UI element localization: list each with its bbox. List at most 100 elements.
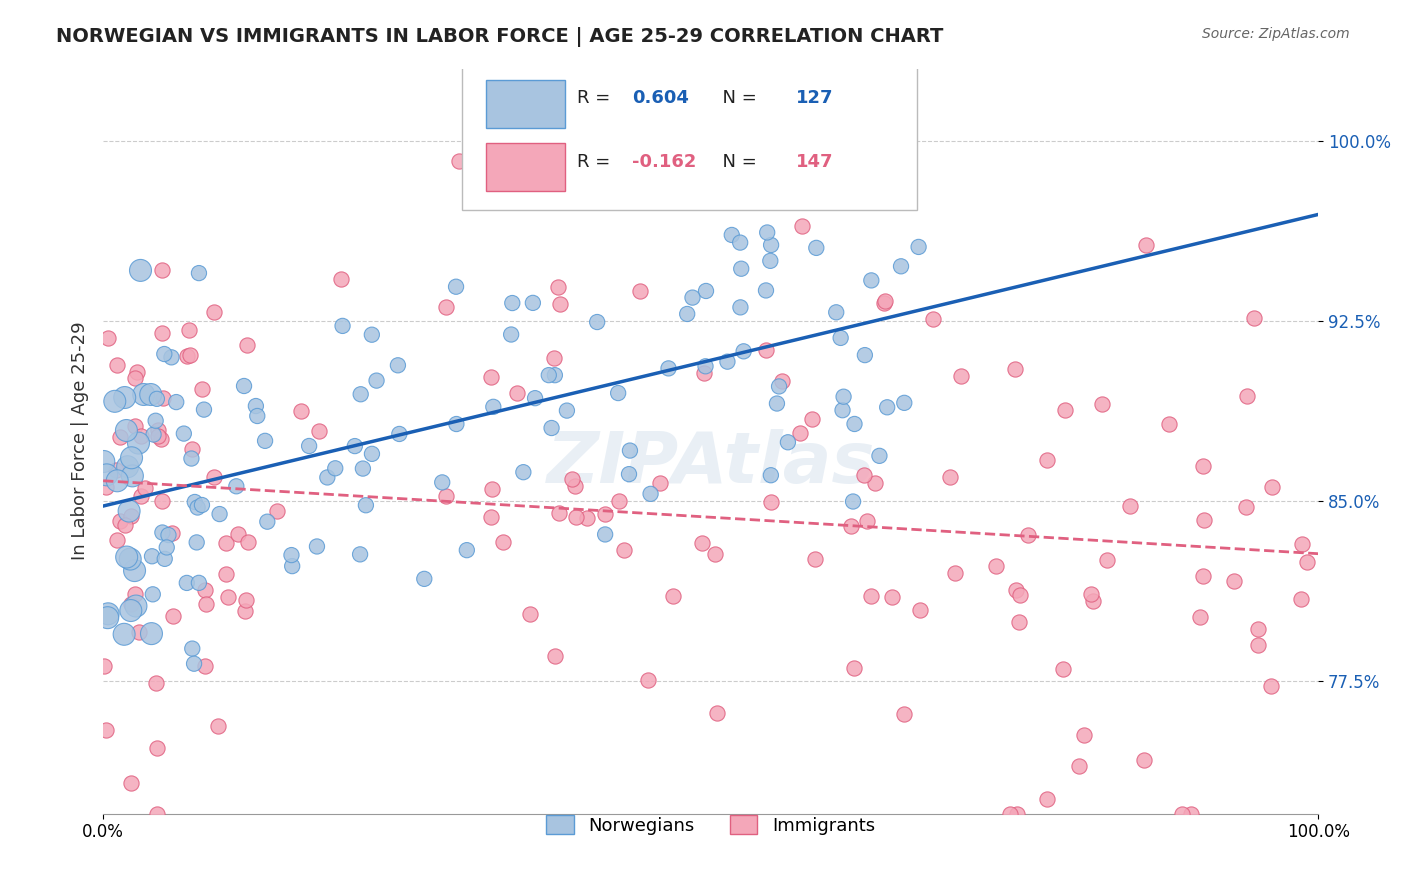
Immigrants [1133,753,1156,767]
Immigrants [145,676,167,690]
Immigrants [939,470,962,484]
Immigrants [194,582,217,597]
Immigrants [792,219,814,234]
Norwegians [413,572,436,586]
Norwegians [184,495,207,509]
Norwegians [756,226,779,240]
Text: -0.162: -0.162 [631,153,696,170]
Immigrants [637,673,659,687]
Immigrants [561,471,583,485]
Norwegians [208,507,231,521]
Norwegians [193,402,215,417]
Norwegians [120,603,142,617]
Norwegians [245,399,267,413]
Immigrants [1171,806,1194,821]
Text: 127: 127 [796,89,834,107]
Immigrants [844,661,866,675]
Norwegians [146,392,169,406]
Immigrants [110,514,132,528]
Immigrants [162,609,184,624]
Norwegians [139,387,162,401]
Norwegians [361,447,384,461]
Norwegians [716,354,738,368]
Immigrants [880,591,903,605]
Norwegians [593,527,616,541]
Norwegians [657,361,679,376]
Norwegians [876,401,898,415]
Immigrants [1234,500,1257,514]
Immigrants [1159,417,1181,431]
Immigrants [564,479,586,493]
Immigrants [910,603,932,617]
Immigrants [613,543,636,558]
Norwegians [619,443,641,458]
Norwegians [114,391,136,405]
Norwegians [157,528,180,542]
Immigrants [330,271,353,285]
FancyBboxPatch shape [461,65,917,211]
Immigrants [1017,528,1039,542]
Norwegians [256,515,278,529]
Norwegians [868,449,890,463]
Immigrants [1008,588,1031,602]
Immigrants [1080,587,1102,601]
Norwegians [96,467,118,482]
Norwegians [93,454,115,468]
Norwegians [160,351,183,365]
Immigrants [202,304,225,318]
Immigrants [1081,593,1104,607]
Norwegians [366,374,388,388]
Immigrants [703,547,725,561]
Immigrants [149,432,172,446]
Immigrants [1223,574,1246,588]
Immigrants [449,153,471,168]
Immigrants [543,351,565,365]
Immigrants [607,493,630,508]
Immigrants [114,517,136,532]
Norwegians [695,359,717,374]
Norwegians [813,166,835,180]
Immigrants [105,463,128,477]
Immigrants [217,591,239,605]
Norwegians [676,307,699,321]
Immigrants [1069,759,1091,773]
Immigrants [998,806,1021,821]
Norwegians [343,439,366,453]
Immigrants [1291,537,1313,551]
Immigrants [873,295,896,310]
Norwegians [104,394,127,409]
Norwegians [776,435,799,450]
Norwegians [352,461,374,475]
Immigrants [194,658,217,673]
Norwegians [142,587,165,601]
Immigrants [124,418,146,433]
Immigrants [550,297,572,311]
FancyBboxPatch shape [486,79,565,128]
Immigrants [148,428,170,442]
Immigrants [434,489,457,503]
Immigrants [1247,638,1270,652]
Norwegians [115,424,138,438]
Immigrants [120,597,142,611]
Immigrants [120,776,142,790]
Immigrants [1260,679,1282,693]
Text: ZIPAtlas: ZIPAtlas [547,429,875,498]
Norwegians [298,439,321,453]
Immigrants [176,349,198,363]
Norwegians [607,386,630,401]
Immigrants [950,368,973,383]
Norwegians [153,347,176,361]
Norwegians [121,469,143,483]
Norwegians [907,240,929,254]
Immigrants [202,470,225,484]
Norwegians [755,284,778,298]
Norwegians [349,547,371,561]
Immigrants [506,386,529,401]
Immigrants [124,371,146,385]
Norwegians [187,575,209,590]
Norwegians [682,291,704,305]
Immigrants [207,719,229,733]
Norwegians [141,626,163,640]
Immigrants [576,511,599,525]
Immigrants [120,509,142,524]
